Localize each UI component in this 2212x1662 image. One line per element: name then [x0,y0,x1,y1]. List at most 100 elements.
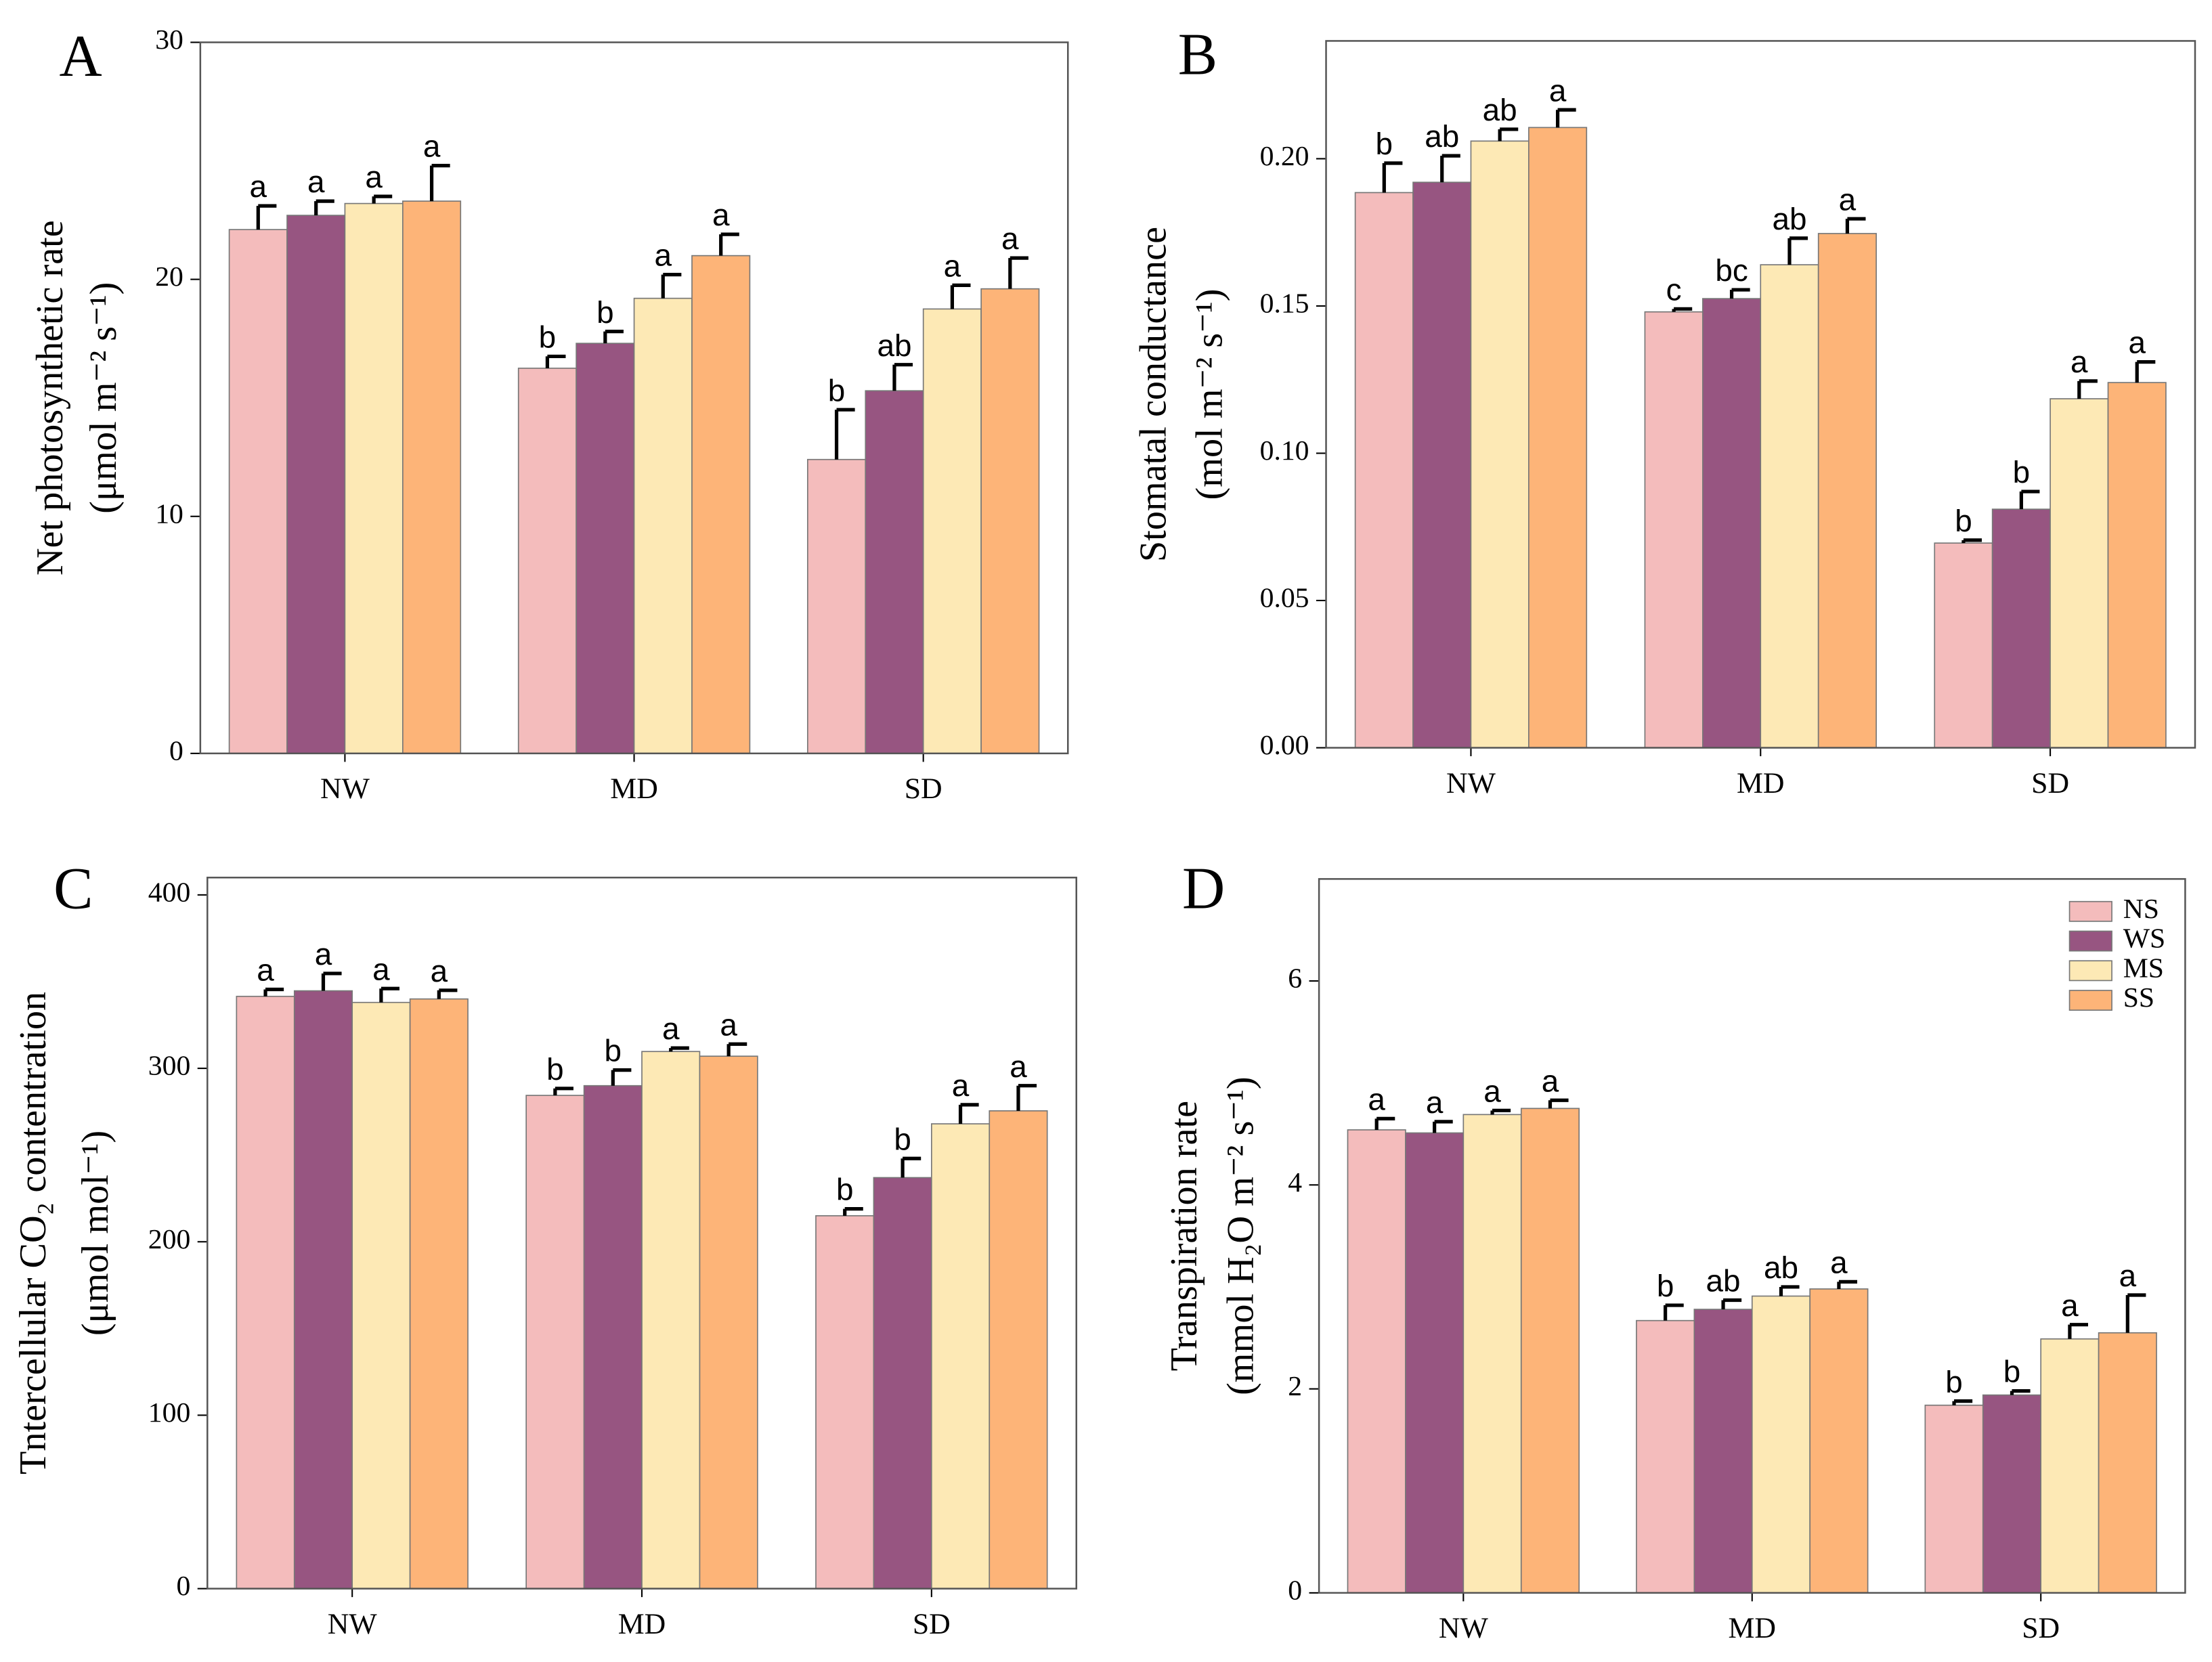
bar [1991,508,2051,749]
bar [1760,264,1819,749]
legend-label: SS [2123,982,2154,1013]
y-tick-label: 200 [148,1224,190,1255]
y-tick-label: 30 [155,24,183,56]
significance-letter: a [423,129,441,164]
error-bar [321,971,342,991]
x-tick-label: SD [2031,767,2069,800]
bar [409,998,469,1590]
significance-letter: a [1010,1049,1027,1084]
bar [1924,1404,1984,1594]
bar [2107,382,2167,749]
y-tick-label: 0.20 [1260,141,1309,172]
x-tick-label: MD [618,1608,666,1640]
bar [1751,1295,1811,1594]
x-tick-label: NW [320,772,370,805]
error-bar [603,330,624,344]
bar [576,343,635,754]
legend-label: NS [2123,894,2159,925]
significance-letter: bc [1715,253,1748,288]
error-bar [669,1046,689,1052]
significance-letter: b [597,295,613,330]
y-axis-label: (μmol mol⁻¹) [74,1131,116,1336]
error-bar [2135,360,2156,383]
y-tick-label: 300 [148,1051,190,1082]
error-bar [1779,1285,1800,1296]
bar [228,229,288,754]
bar [1528,127,1588,749]
error-bar [1382,161,1403,193]
bar [1347,1129,1406,1594]
bar [1520,1108,1580,1594]
y-tick-label: 0 [1288,1575,1302,1606]
significance-letter: a [307,165,325,199]
error-bar [256,204,277,230]
significance-letter: ab [1764,1250,1798,1285]
x-tick-label: MD [1729,1612,1776,1644]
bar [293,990,353,1590]
significance-letter: a [2070,345,2088,379]
x-tick-label: NW [1446,767,1496,800]
significance-letter: b [605,1034,622,1068]
x-tick-label: SD [2022,1612,2060,1644]
y-tick-label: 10 [155,498,183,529]
bar [1934,542,1993,749]
significance-letter: b [2013,455,2030,489]
error-bar [834,408,855,460]
significance-letter: b [894,1122,911,1156]
significance-letter: ab [877,328,911,363]
error-bar [1845,217,1866,234]
legend-label: MS [2123,953,2164,984]
error-bar [553,1087,573,1096]
error-bar [1548,1098,1569,1109]
bar [1405,1132,1465,1594]
significance-letter: b [1945,1365,1962,1399]
y-axis-label: Net photosynthetic rate [29,220,71,575]
bar [236,995,295,1590]
y-tick-label: 400 [148,877,190,908]
significance-letter: a [1368,1082,1385,1116]
bar [1470,140,1530,749]
panel-label: D [1182,855,1225,921]
significance-letter: b [836,1173,853,1207]
y-tick-label: 0 [176,1571,190,1602]
error-bar [437,988,458,999]
significance-letter: a [2061,1288,2079,1323]
error-bar [2077,379,2098,399]
significance-letter: a [2128,326,2146,360]
error-bar [2010,1388,2031,1395]
error-bar [1837,1280,1857,1289]
error-bar [1374,1116,1395,1130]
plot-frame [1318,878,2186,1594]
x-tick-label: MD [610,772,657,805]
significance-letter: b [546,1052,563,1087]
y-tick-label: 0.00 [1260,730,1309,761]
error-bar [1672,307,1693,312]
significance-letter: ab [1772,202,1806,236]
bar [351,1001,411,1590]
error-bar [1490,1108,1511,1115]
significance-letter: b [1657,1269,1674,1303]
panel-label: C [53,855,93,921]
significance-letter: a [431,954,448,988]
x-tick-label: SD [905,772,942,805]
significance-letter: a [257,953,274,988]
error-bar [901,1156,921,1178]
bar [402,200,462,754]
y-tick-label: 0.10 [1260,435,1309,466]
error-bar [372,194,393,204]
bar [525,1095,585,1590]
significance-letter: a [720,1007,737,1042]
significance-letter: ab [1483,93,1517,127]
y-tick-label: 0.05 [1260,583,1309,614]
x-tick-label: NW [328,1608,378,1640]
error-bar [1440,154,1460,183]
error-bar [2125,1293,2146,1333]
bar [691,255,751,754]
legend-swatch [2068,930,2112,952]
error-bar [1664,1303,1684,1321]
bar [815,1215,875,1590]
error-bar [950,283,971,309]
error-bar [1498,127,1519,141]
bar [1636,1319,1695,1594]
